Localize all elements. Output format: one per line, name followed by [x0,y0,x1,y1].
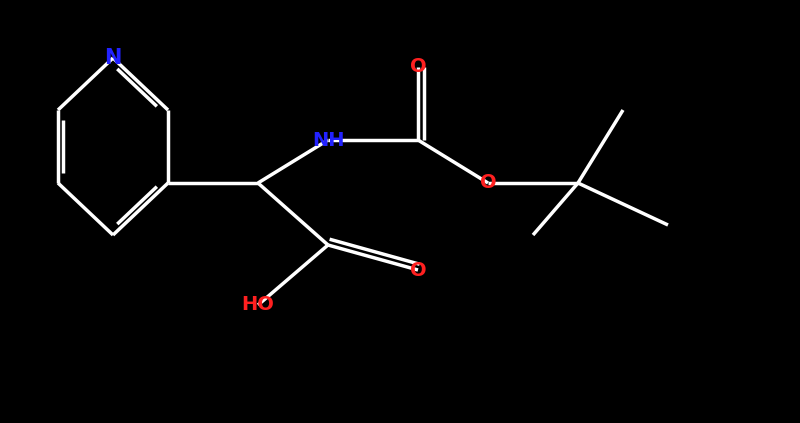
Text: N: N [104,48,122,68]
Text: HO: HO [242,296,274,314]
Text: O: O [480,173,496,192]
Text: NH: NH [312,131,344,149]
Text: O: O [410,261,426,280]
Text: O: O [410,58,426,77]
